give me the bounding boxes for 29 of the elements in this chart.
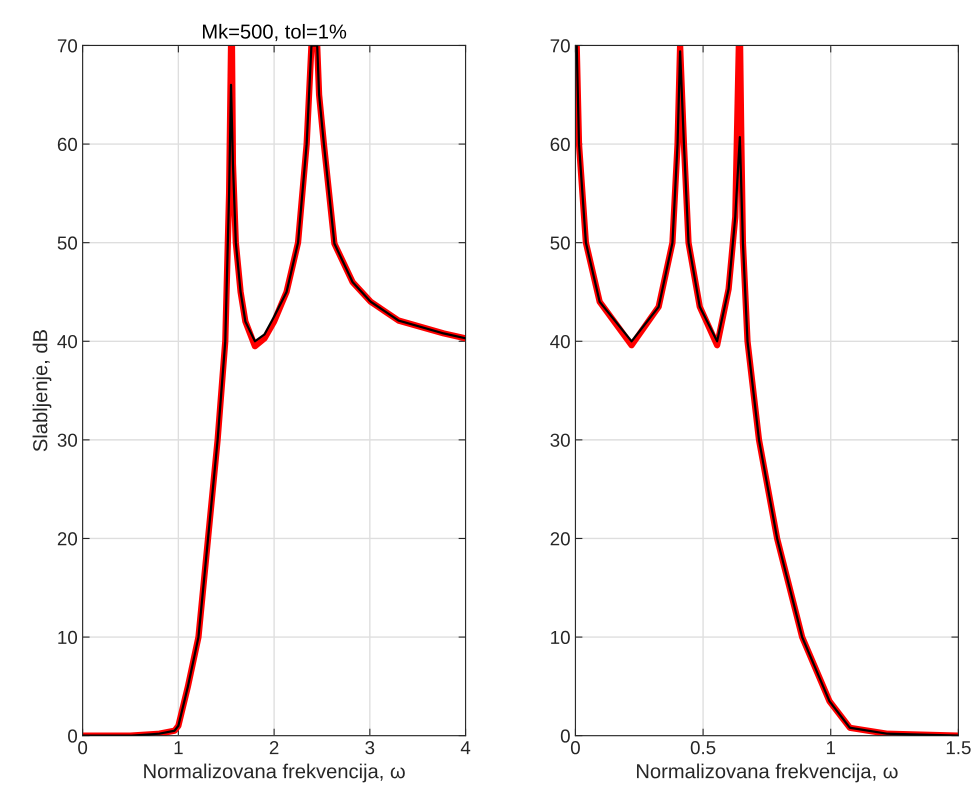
- y-tick-label: 10: [58, 630, 78, 644]
- y-axis-title: Slabljenje, dB: [32, 330, 52, 452]
- y-tick-label: 30: [58, 434, 78, 447]
- y-tick-label: 60: [550, 138, 570, 152]
- y-tick-label: 50: [550, 236, 570, 250]
- y-tick-label: 20: [58, 532, 78, 546]
- x-tick-label: 1.5: [946, 741, 971, 754]
- x-tick-label: 0: [570, 741, 580, 754]
- x-tick-label: 1: [826, 741, 836, 754]
- y-tick-label: 50: [58, 236, 78, 250]
- y-tick-label: 40: [57, 334, 78, 348]
- x-tick-label: 1: [174, 741, 183, 754]
- chart-title: Mk=500, tol=1%: [202, 24, 346, 42]
- x-tick-label: 2: [270, 741, 278, 754]
- y-tick-label: 70: [58, 39, 78, 52]
- y-tick-label: 0: [560, 729, 570, 743]
- x-tick-label: 0.5: [690, 741, 716, 754]
- x-tick-label: 4: [460, 741, 470, 754]
- y-tick-label: 70: [550, 39, 570, 52]
- x-tick-label: 3: [365, 741, 374, 754]
- y-tick-label: 40: [550, 334, 570, 348]
- y-tick-label: 30: [550, 434, 570, 447]
- x-tick-label: 0: [78, 741, 88, 754]
- x-axis-title: Normalizovana frekvencija, ω: [637, 764, 898, 782]
- x-axis-title: Normalizovana frekvencija, ω: [144, 764, 405, 782]
- y-tick-label: 20: [550, 532, 570, 546]
- y-tick-label: 60: [58, 138, 78, 152]
- y-tick-label: 0: [68, 729, 78, 743]
- y-tick-label: 10: [551, 630, 570, 644]
